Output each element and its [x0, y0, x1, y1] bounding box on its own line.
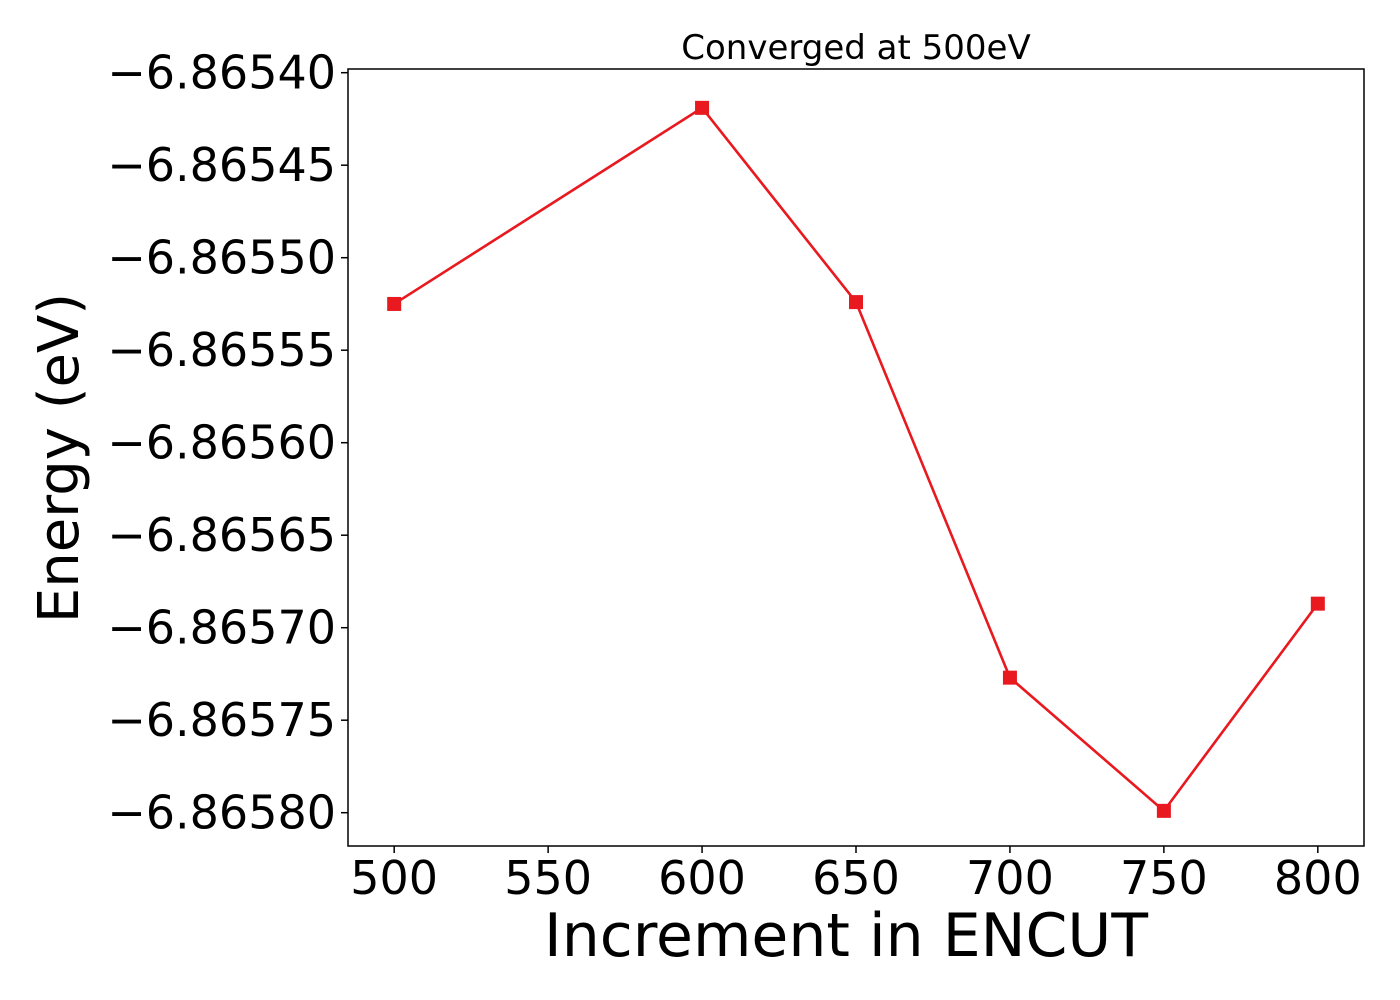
data-point-marker [695, 100, 710, 115]
y-tick-label: −6.86580 [107, 786, 336, 840]
y-tick-label: −6.86570 [107, 601, 336, 655]
plot-area [387, 100, 1325, 818]
data-point-marker [1002, 670, 1017, 685]
y-tick-label: −6.86565 [107, 508, 336, 562]
data-point-marker [1310, 596, 1325, 611]
x-tick-label: 500 [350, 851, 438, 905]
series-line [393, 106, 1319, 813]
y-tick-label: −6.86550 [107, 231, 336, 285]
chart-title: Converged at 500eV [681, 28, 1030, 68]
x-axis-ticks: 500 550 600 650 700 750 800 [350, 846, 1362, 905]
y-tick-label: −6.86560 [107, 416, 336, 470]
x-tick-label: 600 [658, 851, 746, 905]
y-axis-ticks: −6.86540 −6.86545 −6.86550 −6.86555 −6.86560… [107, 46, 348, 840]
x-tick-label: 650 [812, 851, 900, 905]
data-point-marker [849, 295, 863, 310]
x-tick-label: 750 [1120, 851, 1208, 905]
x-axis-label: Increment in ENCUT [544, 901, 1148, 971]
data-point-marker [387, 296, 402, 311]
y-tick-label: −6.86540 [107, 46, 336, 100]
y-tick-label: −6.86545 [107, 138, 336, 192]
x-tick-label: 550 [504, 851, 592, 905]
y-axis-label: Energy (eV) [27, 293, 92, 623]
y-tick-label: −6.86575 [107, 693, 336, 747]
x-tick-label: 800 [1274, 851, 1362, 905]
y-tick-label: −6.86555 [107, 323, 336, 377]
data-point-marker [1156, 803, 1171, 818]
x-tick-label: 700 [966, 851, 1054, 905]
